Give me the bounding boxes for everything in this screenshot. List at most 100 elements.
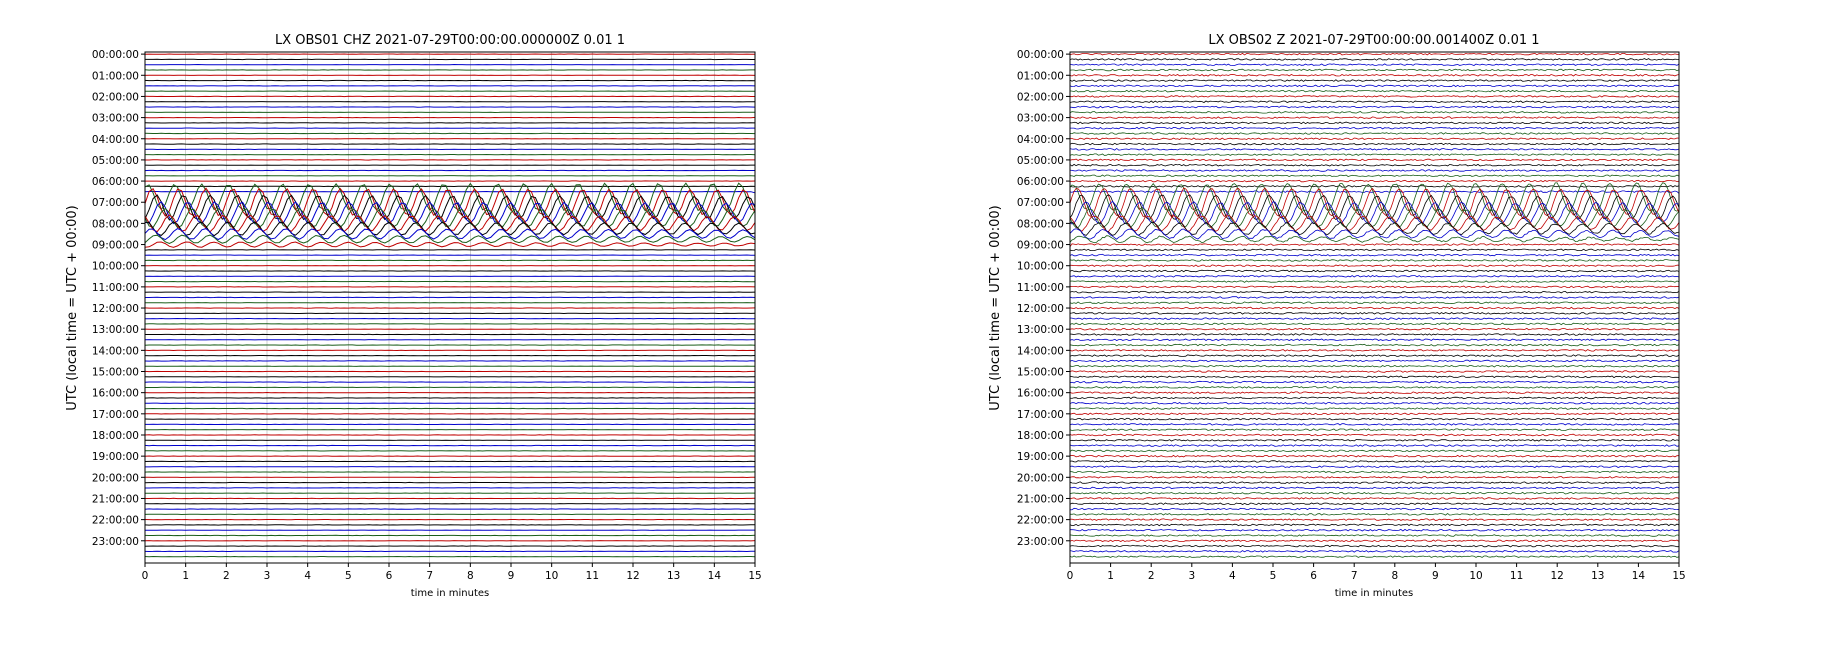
trace-line	[1070, 75, 1679, 77]
y-tick-label: 10:00:00	[1017, 261, 1064, 273]
trace-line	[1070, 260, 1679, 262]
dayplot-panel-obs01: LX OBS01 CHZ 2021-07-29T00:00:00.000000Z…	[65, 33, 762, 599]
trace-line	[1070, 418, 1679, 420]
y-tick-label: 15:00:00	[92, 367, 139, 379]
trace-line	[1070, 519, 1679, 521]
trace-line	[1070, 450, 1679, 452]
y-tick-label: 10:00:00	[92, 261, 139, 273]
trace-line	[1070, 286, 1679, 288]
trace-line	[1070, 186, 1679, 188]
trace-line	[1070, 397, 1679, 399]
y-tick-label: 14:00:00	[92, 345, 139, 357]
y-tick-label: 11:00:00	[1017, 282, 1064, 294]
y-axis-label: UTC (local time = UTC + 00:00)	[988, 205, 1003, 410]
y-tick-label: 13:00:00	[92, 324, 139, 336]
trace-line	[1070, 59, 1679, 61]
y-tick-label: 03:00:00	[1017, 113, 1064, 125]
y-axis-label: UTC (local time = UTC + 00:00)	[65, 205, 80, 410]
trace-line	[1070, 466, 1679, 468]
trace-line	[1070, 492, 1679, 494]
trace-line	[1070, 85, 1679, 87]
y-tick-label: 23:00:00	[92, 536, 139, 548]
x-tick-label: 12	[1551, 570, 1564, 582]
y-tick-label: 07:00:00	[1017, 197, 1064, 209]
trace-line	[1070, 477, 1679, 479]
trace-line	[1070, 96, 1679, 98]
y-tick-label: 03:00:00	[92, 113, 139, 125]
x-tick-label: 9	[1432, 570, 1439, 582]
x-tick-label: 1	[1107, 570, 1114, 582]
x-tick-label: 11	[586, 570, 599, 582]
trace-line	[1070, 387, 1679, 389]
trace-line	[1070, 535, 1679, 537]
trace-line	[145, 202, 755, 224]
y-tick-label: 05:00:00	[1017, 155, 1064, 167]
trace-line	[1070, 291, 1679, 293]
trace-line	[1070, 236, 1679, 243]
trace-line	[1070, 249, 1679, 251]
trace-line	[1070, 551, 1679, 553]
trace-line	[1070, 201, 1679, 224]
trace-line	[1070, 297, 1679, 299]
y-tick-label: 23:00:00	[1017, 536, 1064, 548]
y-tick-label: 13:00:00	[1017, 324, 1064, 336]
trace-line	[1070, 540, 1679, 542]
x-tick-label: 10	[1469, 570, 1482, 582]
trace-line	[1070, 149, 1679, 151]
chart-title: LX OBS02 Z 2021-07-29T00:00:00.001400Z 0…	[1208, 33, 1539, 48]
trace-line	[1070, 154, 1679, 156]
x-tick-label: 13	[667, 570, 680, 582]
trace-line	[1070, 127, 1679, 129]
trace-line	[1070, 64, 1679, 66]
trace-line	[1070, 413, 1679, 415]
x-tick-label: 10	[545, 570, 558, 582]
x-tick-label: 5	[345, 570, 352, 582]
y-tick-label: 12:00:00	[1017, 303, 1064, 315]
trace-line	[145, 235, 755, 243]
x-tick-label: 14	[1632, 570, 1646, 582]
trace-line	[1070, 318, 1679, 320]
y-tick-label: 01:00:00	[1017, 70, 1064, 82]
y-tick-label: 06:00:00	[92, 176, 139, 188]
trace-line	[1070, 276, 1679, 278]
trace-line	[145, 209, 755, 228]
y-tick-label: 04:00:00	[92, 134, 139, 146]
y-tick-label: 15:00:00	[1017, 367, 1064, 379]
x-tick-label: 2	[1148, 570, 1155, 582]
y-tick-label: 05:00:00	[92, 155, 139, 167]
x-tick-label: 13	[1591, 570, 1604, 582]
trace-line	[1070, 143, 1679, 145]
trace-line	[1070, 403, 1679, 405]
trace-line	[1070, 498, 1679, 500]
y-tick-label: 21:00:00	[1017, 493, 1064, 505]
trace-line	[1070, 514, 1679, 516]
y-tick-label: 04:00:00	[1017, 134, 1064, 146]
y-tick-label: 08:00:00	[92, 218, 139, 230]
trace-line	[1070, 53, 1679, 55]
y-tick-label: 06:00:00	[1017, 176, 1064, 188]
trace-line	[1070, 328, 1679, 330]
trace-line	[1070, 307, 1679, 309]
trace-line	[1070, 323, 1679, 325]
y-tick-label: 02:00:00	[92, 91, 139, 103]
x-tick-label: 0	[1067, 570, 1074, 582]
trace-line	[1070, 508, 1679, 510]
x-tick-label: 7	[1351, 570, 1358, 582]
y-tick-label: 07:00:00	[92, 197, 139, 209]
y-tick-label: 20:00:00	[92, 472, 139, 484]
y-tick-label: 12:00:00	[92, 303, 139, 315]
trace-line	[1070, 69, 1679, 71]
trace-line	[1070, 112, 1679, 114]
y-tick-label: 18:00:00	[92, 430, 139, 442]
y-tick-label: 09:00:00	[92, 240, 139, 252]
x-tick-label: 0	[142, 570, 149, 582]
trace-line	[1070, 164, 1679, 166]
y-tick-label: 00:00:00	[1017, 49, 1064, 61]
trace-line	[1070, 556, 1679, 558]
x-tick-label: 11	[1510, 570, 1523, 582]
trace-line	[1070, 365, 1679, 367]
y-tick-label: 14:00:00	[1017, 345, 1064, 357]
y-tick-label: 17:00:00	[1017, 409, 1064, 421]
